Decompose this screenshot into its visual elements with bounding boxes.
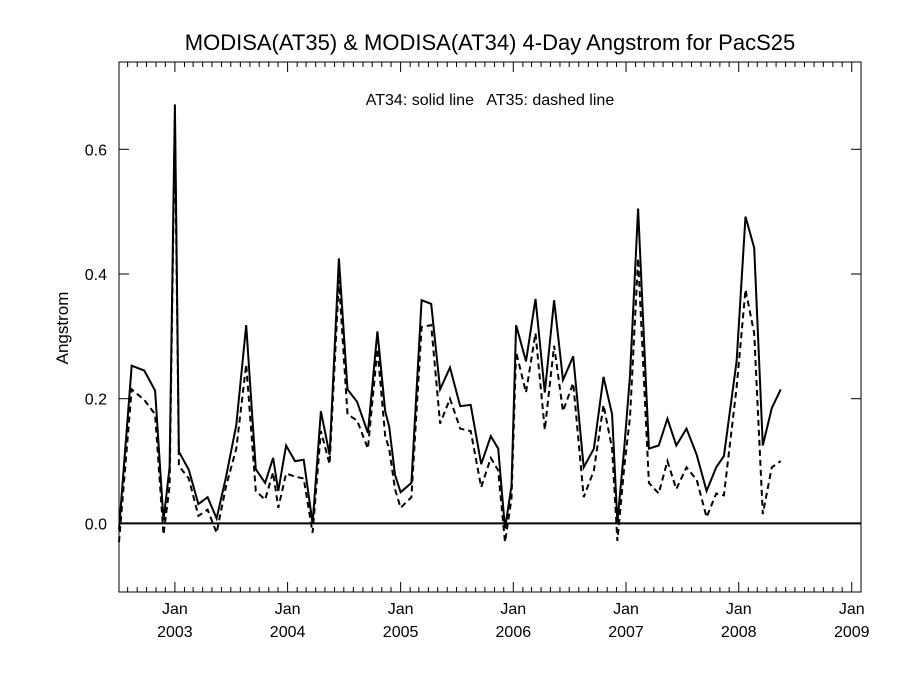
series-line-at34 <box>118 104 782 530</box>
y-tick-label: 0.2 <box>85 392 107 409</box>
x-tick-year-label: 2009 <box>834 624 870 641</box>
y-tick-label: 0.4 <box>85 267 107 284</box>
x-tick-year-label: 2004 <box>270 624 306 641</box>
x-tick-month-label: Jan <box>839 601 865 618</box>
x-tick-month-label: Jan <box>162 601 188 618</box>
x-tick-year-label: 2008 <box>721 624 757 641</box>
x-tick-month-label: Jan <box>275 601 301 618</box>
x-tick-month-label: Jan <box>388 601 414 618</box>
series-annotation: AT34: solid line AT35: dashed line <box>366 92 615 109</box>
x-tick-year-label: 2007 <box>608 624 644 641</box>
x-tick-year-label: 2006 <box>496 624 532 641</box>
chart-title: MODISA(AT35) & MODISA(AT34) 4-Day Angstr… <box>185 30 795 55</box>
series-line-at35 <box>118 121 782 543</box>
x-tick-month-label: Jan <box>726 601 752 618</box>
x-tick-year-label: 2005 <box>383 624 419 641</box>
x-tick-month-label: Jan <box>613 601 639 618</box>
x-tick-year-label: 2003 <box>157 624 193 641</box>
y-axis-label: Angstrom <box>53 292 72 365</box>
y-tick-label: 0.0 <box>85 516 107 533</box>
y-tick-label: 0.6 <box>85 142 107 159</box>
x-tick-month-label: Jan <box>500 601 526 618</box>
plot-frame <box>118 61 862 593</box>
